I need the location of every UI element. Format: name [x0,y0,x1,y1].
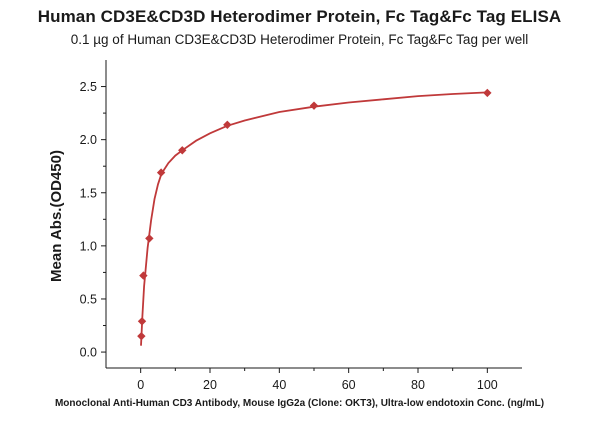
data-point-marker [483,88,492,98]
data-point-marker [137,317,147,326]
y-tick-label: 0.5 [80,292,97,306]
fit-curve-line [140,91,488,346]
y-tick-label: 1.5 [80,186,97,200]
chart-subtitle: 0.1 µg of Human CD3E&CD3D Heterodimer Pr… [70,32,529,47]
x-tick-label: 80 [411,378,425,392]
x-tick-label: 100 [477,378,498,392]
data-point-marker [137,331,146,341]
x-tick-label: 20 [203,378,217,392]
x-tick-label: 0 [137,378,144,392]
data-point-marker [178,146,187,155]
y-tick-label: 0.0 [80,346,97,360]
data-point-marker [309,101,319,110]
chart-title: Human CD3E&CD3D Heterodimer Protein, Fc … [37,7,562,26]
y-axis-title: Mean Abs.(OD450) [48,150,65,282]
x-axis-title: Monoclonal Anti-Human CD3 Antibody, Mous… [55,398,544,409]
y-tick-label: 2.0 [80,133,97,147]
data-point-marker [223,120,232,129]
data-point-marker [156,168,166,177]
x-tick-label: 60 [342,378,356,392]
data-point-marker [139,271,148,280]
y-tick-label: 2.5 [80,80,97,94]
x-tick-label: 40 [272,378,286,392]
data-point-marker [145,234,154,243]
y-tick-label: 1.0 [80,239,97,253]
